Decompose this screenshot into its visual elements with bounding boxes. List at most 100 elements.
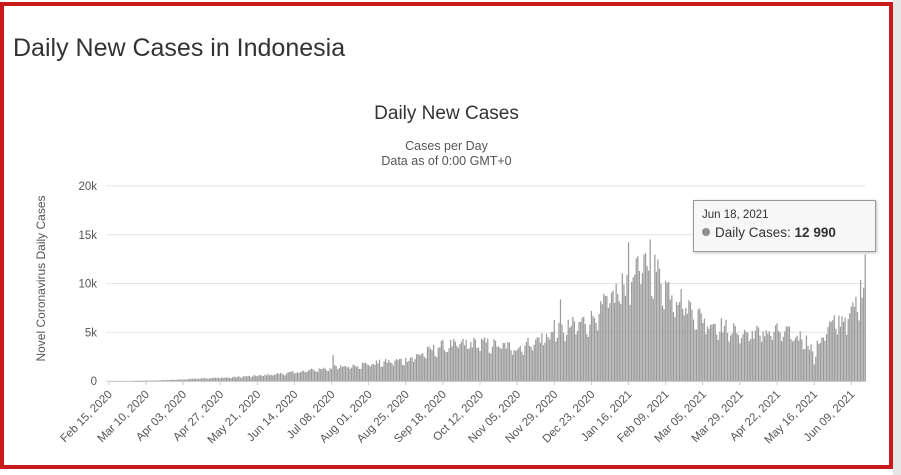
bar bbox=[627, 242, 630, 381]
bar bbox=[145, 380, 147, 382]
bar bbox=[378, 359, 381, 381]
bar bbox=[477, 347, 480, 381]
bar bbox=[330, 368, 333, 381]
bar bbox=[719, 332, 721, 381]
bar bbox=[202, 378, 204, 381]
bar bbox=[338, 367, 340, 381]
bar bbox=[225, 377, 227, 381]
bar bbox=[863, 287, 865, 381]
bar bbox=[562, 332, 565, 381]
bar bbox=[559, 299, 562, 381]
bar bbox=[610, 292, 613, 381]
bar bbox=[183, 379, 186, 381]
bar bbox=[658, 268, 661, 381]
bar bbox=[709, 324, 712, 381]
bar bbox=[134, 380, 136, 382]
y-tick-label: 5k bbox=[85, 327, 97, 339]
bar bbox=[768, 331, 770, 381]
bar bbox=[635, 258, 637, 381]
bar bbox=[575, 334, 577, 381]
bar bbox=[818, 344, 820, 381]
bar bbox=[516, 349, 518, 381]
y-tick-label: 0 bbox=[91, 376, 97, 388]
bar bbox=[221, 377, 223, 381]
bar bbox=[527, 337, 529, 381]
bar bbox=[295, 372, 297, 381]
bar bbox=[858, 320, 860, 381]
bar bbox=[494, 340, 497, 381]
bar bbox=[326, 370, 328, 381]
bar bbox=[301, 371, 303, 381]
bar bbox=[245, 376, 248, 381]
bar bbox=[609, 303, 611, 381]
bar bbox=[770, 335, 772, 381]
bar bbox=[678, 301, 681, 381]
bar bbox=[149, 380, 152, 382]
bar bbox=[528, 345, 531, 381]
bar bbox=[511, 354, 514, 381]
bar bbox=[383, 361, 385, 381]
bar bbox=[490, 353, 492, 381]
bar bbox=[682, 308, 684, 381]
bar bbox=[194, 378, 197, 381]
bar bbox=[182, 379, 184, 381]
bar bbox=[791, 341, 794, 381]
bar bbox=[579, 321, 582, 381]
bar bbox=[583, 316, 585, 381]
bar bbox=[771, 339, 774, 381]
bar bbox=[644, 253, 647, 381]
bar bbox=[765, 330, 767, 381]
bar bbox=[170, 379, 172, 381]
bar bbox=[556, 337, 559, 381]
bar bbox=[807, 345, 809, 381]
bar bbox=[224, 377, 226, 381]
bar bbox=[726, 333, 729, 381]
bar bbox=[443, 349, 446, 381]
bar bbox=[162, 380, 164, 381]
bar bbox=[292, 371, 294, 381]
bar bbox=[824, 340, 826, 381]
bar bbox=[578, 321, 580, 381]
bar bbox=[522, 354, 524, 381]
bar bbox=[391, 363, 393, 381]
bar bbox=[762, 331, 764, 381]
bar bbox=[233, 376, 235, 381]
bar bbox=[420, 354, 422, 381]
bar bbox=[649, 239, 651, 381]
bar bbox=[532, 350, 534, 381]
bar bbox=[159, 380, 161, 381]
bar bbox=[482, 339, 484, 381]
bar bbox=[335, 366, 337, 381]
bar bbox=[425, 358, 427, 381]
bar bbox=[507, 342, 509, 381]
bar bbox=[674, 316, 676, 381]
bar bbox=[211, 378, 214, 381]
bar bbox=[484, 337, 486, 381]
bar bbox=[846, 334, 848, 381]
bar bbox=[165, 380, 167, 381]
bar bbox=[426, 347, 429, 381]
bar bbox=[357, 366, 359, 381]
bar bbox=[683, 315, 685, 381]
bar bbox=[135, 380, 138, 382]
bar bbox=[272, 375, 274, 381]
bar bbox=[508, 342, 511, 381]
bar bbox=[813, 364, 815, 381]
bar bbox=[315, 371, 317, 381]
bar bbox=[468, 348, 470, 381]
bar bbox=[764, 336, 766, 381]
bar bbox=[369, 366, 371, 381]
bar bbox=[199, 378, 201, 381]
bar bbox=[177, 379, 180, 381]
bar bbox=[533, 344, 535, 381]
bar bbox=[640, 284, 642, 381]
bar bbox=[634, 274, 636, 381]
bar bbox=[708, 328, 710, 381]
bar bbox=[677, 305, 679, 381]
bar bbox=[804, 348, 806, 381]
bar bbox=[304, 372, 306, 381]
bar bbox=[592, 316, 594, 381]
bar bbox=[847, 319, 849, 381]
bar bbox=[856, 311, 859, 381]
